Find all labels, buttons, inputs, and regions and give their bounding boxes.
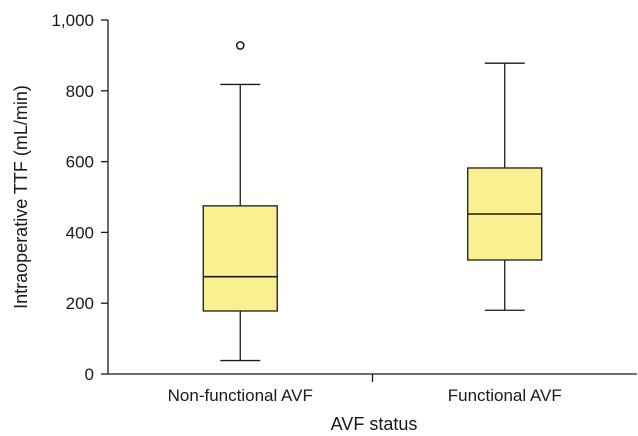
x-category-label: Functional AVF: [448, 386, 562, 405]
y-tick-label: 0: [85, 365, 94, 384]
y-tick-label: 1,000: [51, 11, 94, 30]
outlier-point: [235, 41, 245, 50]
y-axis-title: Intraoperative TTF (mL/min): [11, 85, 31, 309]
x-axis-title: AVF status: [331, 414, 418, 434]
box-group: [202, 41, 278, 362]
y-tick-label: 200: [66, 294, 94, 313]
y-tick-label: 600: [66, 153, 94, 172]
y-tick-label: 400: [66, 223, 94, 242]
x-axis: Non-functional AVF Functional AVF: [108, 373, 637, 405]
box-group: [467, 62, 543, 311]
y-tick-label: 800: [66, 82, 94, 101]
y-axis: 0 200 400 600 800 1,000: [51, 11, 109, 384]
box-iqr: [202, 205, 278, 312]
x-category-label: Non-functional AVF: [168, 386, 313, 405]
